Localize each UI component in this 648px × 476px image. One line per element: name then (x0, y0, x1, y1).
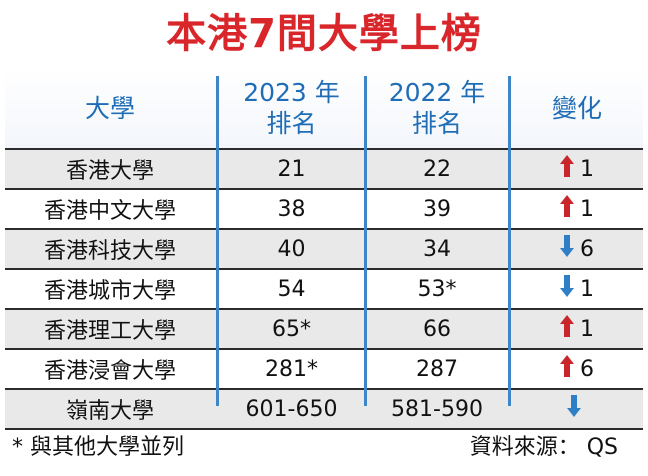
header-rank-2023-label: 排名 (266, 109, 317, 138)
university-name: 香港科技大學 (43, 239, 176, 264)
table-row: 香港大學 21 22 1 (5, 148, 643, 188)
arrow-up-icon (560, 315, 574, 343)
header-rank-2023: 2023 年 排名 (219, 68, 364, 148)
header-rank-2022: 2022 年 排名 (367, 68, 507, 148)
change-value: 1 (580, 316, 594, 342)
header-rank-2022-year: 2022 年 (388, 78, 486, 107)
rank-change: 6 (511, 230, 643, 268)
university-name: 香港大學 (65, 159, 154, 184)
table-row: 香港科技大學 40 34 6 (5, 228, 643, 268)
university-name: 香港中文大學 (43, 199, 176, 224)
table-row: 香港中文大學 38 39 1 (5, 188, 643, 228)
rank-2022: 22 (423, 156, 451, 182)
university-name: 香港城市大學 (43, 279, 176, 304)
table-row: 香港城市大學 54 53* 1 (5, 268, 643, 308)
column-divider (508, 76, 511, 406)
ranking-table: 大學 2023 年 排名 2022 年 排名 變化 香港大學 21 22 1 香港中文大… (5, 68, 643, 430)
rank-2023: 281* (265, 356, 318, 382)
column-divider (216, 76, 219, 406)
rank-2023: 601-650 (245, 396, 338, 422)
page-title: 本港7間大學上榜 (166, 11, 482, 57)
header-rank-2022-label: 排名 (411, 109, 462, 138)
rank-change: 1 (511, 150, 643, 188)
rank-2022: 287 (416, 356, 458, 382)
footnote: * 與其他大學並列 (12, 435, 184, 460)
source-note: 資料來源： QS (469, 435, 618, 460)
change-value: 1 (580, 156, 594, 182)
change-value: 6 (580, 356, 594, 382)
change-value: 1 (580, 196, 594, 222)
rank-change: 1 (511, 270, 643, 308)
arrow-down-icon (567, 395, 581, 423)
rank-2022: 34 (423, 236, 451, 262)
rank-2023: 40 (277, 236, 306, 262)
rank-2022: 66 (423, 316, 451, 342)
arrow-down-icon (560, 275, 574, 303)
rank-2023: 21 (277, 156, 306, 182)
rank-2023: 54 (277, 276, 306, 302)
university-name: 嶺南大學 (65, 399, 154, 424)
change-value: 1 (580, 276, 594, 302)
rank-2022: 39 (423, 196, 451, 222)
rank-2023: 65* (272, 316, 311, 342)
rank-2022: 581-590 (391, 396, 483, 422)
university-name: 香港浸會大學 (43, 359, 176, 384)
header-change: 變化 (551, 93, 602, 123)
rank-change: 6 (511, 350, 643, 388)
arrow-up-icon (560, 195, 574, 223)
table-row: 香港浸會大學 281* 287 6 (5, 348, 643, 388)
rank-change (511, 390, 643, 428)
university-name: 香港理工大學 (43, 319, 176, 344)
table-body: 香港大學 21 22 1 香港中文大學 38 39 1 香港科技大學 40 34 6 香港城市大學 54 5… (5, 148, 643, 430)
rank-2022: 53* (417, 276, 457, 302)
table-row: 嶺南大學 601-650 581-590 (5, 388, 643, 430)
arrow-up-icon (560, 355, 574, 383)
rank-2023: 38 (277, 196, 306, 222)
arrow-up-icon (560, 155, 574, 183)
column-divider (364, 76, 367, 406)
rank-change: 1 (511, 190, 643, 228)
table-row: 香港理工大學 65* 66 1 (5, 308, 643, 348)
rank-change: 1 (511, 310, 643, 348)
header-rank-2023-year: 2023 年 (243, 78, 340, 107)
change-value: 6 (580, 236, 594, 262)
arrow-down-icon (560, 235, 574, 263)
table-header: 大學 2023 年 排名 2022 年 排名 變化 (5, 68, 643, 148)
header-university: 大學 (84, 93, 135, 123)
